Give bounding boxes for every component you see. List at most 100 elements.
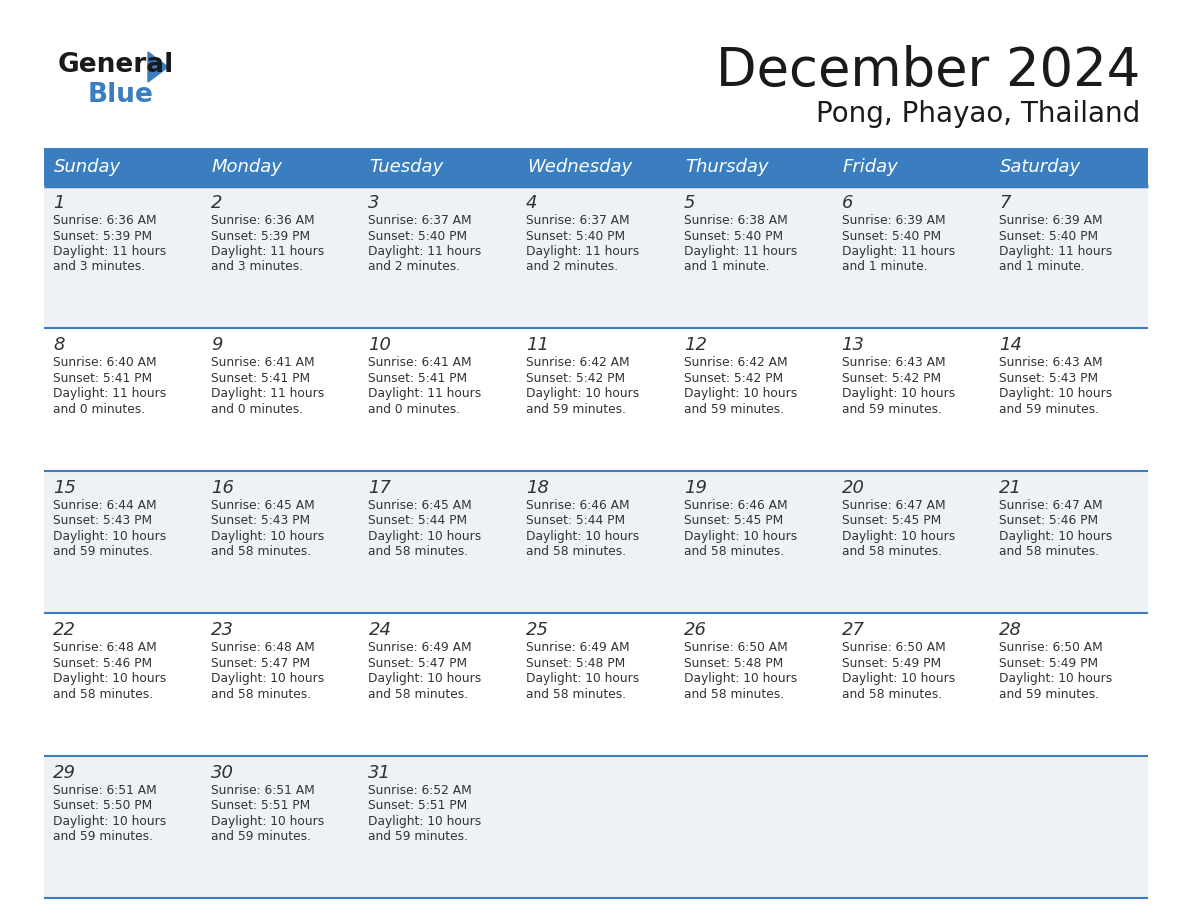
Text: Wednesday: Wednesday bbox=[527, 158, 632, 176]
Text: Sunset: 5:51 PM: Sunset: 5:51 PM bbox=[210, 799, 310, 812]
Text: Sunrise: 6:37 AM: Sunrise: 6:37 AM bbox=[526, 214, 630, 227]
Text: and 1 minute.: and 1 minute. bbox=[684, 261, 770, 274]
Text: 19: 19 bbox=[684, 479, 707, 497]
Text: Sunrise: 6:46 AM: Sunrise: 6:46 AM bbox=[684, 498, 788, 512]
Text: Sunset: 5:42 PM: Sunset: 5:42 PM bbox=[841, 372, 941, 385]
Text: and 59 minutes.: and 59 minutes. bbox=[841, 403, 942, 416]
Text: Daylight: 11 hours: Daylight: 11 hours bbox=[526, 245, 639, 258]
Text: Sunset: 5:39 PM: Sunset: 5:39 PM bbox=[53, 230, 152, 242]
Text: and 58 minutes.: and 58 minutes. bbox=[210, 688, 311, 700]
Text: December 2024: December 2024 bbox=[715, 45, 1140, 97]
Text: and 0 minutes.: and 0 minutes. bbox=[210, 403, 303, 416]
Text: Daylight: 11 hours: Daylight: 11 hours bbox=[368, 245, 481, 258]
Text: Daylight: 10 hours: Daylight: 10 hours bbox=[841, 672, 955, 685]
Text: 10: 10 bbox=[368, 336, 391, 354]
Text: Daylight: 10 hours: Daylight: 10 hours bbox=[526, 530, 639, 543]
Text: Daylight: 10 hours: Daylight: 10 hours bbox=[210, 530, 324, 543]
Text: Blue: Blue bbox=[88, 82, 154, 108]
Text: and 59 minutes.: and 59 minutes. bbox=[999, 688, 1099, 700]
Text: 13: 13 bbox=[841, 336, 865, 354]
Text: Daylight: 10 hours: Daylight: 10 hours bbox=[841, 387, 955, 400]
Text: and 2 minutes.: and 2 minutes. bbox=[526, 261, 618, 274]
Text: 9: 9 bbox=[210, 336, 222, 354]
Bar bbox=[44, 471, 1148, 613]
Text: Sunset: 5:42 PM: Sunset: 5:42 PM bbox=[526, 372, 625, 385]
Text: and 58 minutes.: and 58 minutes. bbox=[999, 545, 1099, 558]
Bar bbox=[991, 148, 1148, 186]
Text: Sunset: 5:46 PM: Sunset: 5:46 PM bbox=[53, 656, 152, 670]
Text: Daylight: 10 hours: Daylight: 10 hours bbox=[368, 530, 481, 543]
Text: 2: 2 bbox=[210, 194, 222, 212]
Bar bbox=[675, 148, 833, 186]
Text: Sunrise: 6:36 AM: Sunrise: 6:36 AM bbox=[210, 214, 315, 227]
Text: Daylight: 11 hours: Daylight: 11 hours bbox=[684, 245, 797, 258]
Text: Sunrise: 6:39 AM: Sunrise: 6:39 AM bbox=[841, 214, 946, 227]
Text: 23: 23 bbox=[210, 621, 234, 639]
Text: Daylight: 11 hours: Daylight: 11 hours bbox=[210, 245, 324, 258]
Text: Sunrise: 6:47 AM: Sunrise: 6:47 AM bbox=[841, 498, 946, 512]
Text: Sunset: 5:45 PM: Sunset: 5:45 PM bbox=[684, 514, 783, 527]
Text: Daylight: 10 hours: Daylight: 10 hours bbox=[999, 387, 1112, 400]
Text: Daylight: 10 hours: Daylight: 10 hours bbox=[999, 672, 1112, 685]
Text: 14: 14 bbox=[999, 336, 1023, 354]
Text: Sunset: 5:49 PM: Sunset: 5:49 PM bbox=[999, 656, 1099, 670]
Text: Sunset: 5:39 PM: Sunset: 5:39 PM bbox=[210, 230, 310, 242]
Text: Tuesday: Tuesday bbox=[369, 158, 443, 176]
Text: Sunset: 5:42 PM: Sunset: 5:42 PM bbox=[684, 372, 783, 385]
Text: 15: 15 bbox=[53, 479, 76, 497]
Text: General: General bbox=[58, 52, 175, 78]
Bar bbox=[44, 756, 1148, 898]
Text: Sunset: 5:41 PM: Sunset: 5:41 PM bbox=[210, 372, 310, 385]
Text: 8: 8 bbox=[53, 336, 64, 354]
Text: 26: 26 bbox=[684, 621, 707, 639]
Text: Sunset: 5:47 PM: Sunset: 5:47 PM bbox=[210, 656, 310, 670]
Text: Daylight: 10 hours: Daylight: 10 hours bbox=[684, 672, 797, 685]
Text: Friday: Friday bbox=[842, 158, 898, 176]
Text: Sunrise: 6:50 AM: Sunrise: 6:50 AM bbox=[841, 641, 946, 655]
Text: Sunset: 5:49 PM: Sunset: 5:49 PM bbox=[841, 656, 941, 670]
Text: Sunrise: 6:38 AM: Sunrise: 6:38 AM bbox=[684, 214, 788, 227]
Text: Thursday: Thursday bbox=[684, 158, 769, 176]
Text: Sunset: 5:41 PM: Sunset: 5:41 PM bbox=[368, 372, 468, 385]
Text: 31: 31 bbox=[368, 764, 391, 781]
Text: and 59 minutes.: and 59 minutes. bbox=[684, 403, 784, 416]
Text: Sunrise: 6:50 AM: Sunrise: 6:50 AM bbox=[999, 641, 1102, 655]
Text: Sunset: 5:48 PM: Sunset: 5:48 PM bbox=[526, 656, 625, 670]
Text: 12: 12 bbox=[684, 336, 707, 354]
Text: and 58 minutes.: and 58 minutes. bbox=[841, 545, 942, 558]
Text: 22: 22 bbox=[53, 621, 76, 639]
Text: and 1 minute.: and 1 minute. bbox=[999, 261, 1085, 274]
Text: 27: 27 bbox=[841, 621, 865, 639]
Text: Pong, Phayao, Thailand: Pong, Phayao, Thailand bbox=[816, 100, 1140, 128]
Text: Daylight: 10 hours: Daylight: 10 hours bbox=[841, 530, 955, 543]
Bar bbox=[517, 148, 675, 186]
Text: Daylight: 10 hours: Daylight: 10 hours bbox=[526, 672, 639, 685]
Text: and 58 minutes.: and 58 minutes. bbox=[368, 545, 468, 558]
Text: and 58 minutes.: and 58 minutes. bbox=[526, 688, 626, 700]
Text: Sunrise: 6:40 AM: Sunrise: 6:40 AM bbox=[53, 356, 157, 369]
Text: Sunset: 5:43 PM: Sunset: 5:43 PM bbox=[999, 372, 1099, 385]
Text: Sunrise: 6:44 AM: Sunrise: 6:44 AM bbox=[53, 498, 157, 512]
Text: 18: 18 bbox=[526, 479, 549, 497]
Text: Sunrise: 6:43 AM: Sunrise: 6:43 AM bbox=[841, 356, 946, 369]
Text: 24: 24 bbox=[368, 621, 391, 639]
Text: Sunset: 5:45 PM: Sunset: 5:45 PM bbox=[841, 514, 941, 527]
Text: and 59 minutes.: and 59 minutes. bbox=[53, 545, 153, 558]
Text: Sunrise: 6:43 AM: Sunrise: 6:43 AM bbox=[999, 356, 1102, 369]
Text: Sunset: 5:46 PM: Sunset: 5:46 PM bbox=[999, 514, 1099, 527]
Bar bbox=[44, 329, 1148, 471]
Text: and 1 minute.: and 1 minute. bbox=[841, 261, 927, 274]
Text: Daylight: 10 hours: Daylight: 10 hours bbox=[999, 530, 1112, 543]
Text: Daylight: 11 hours: Daylight: 11 hours bbox=[210, 387, 324, 400]
Text: 16: 16 bbox=[210, 479, 234, 497]
Text: Sunset: 5:40 PM: Sunset: 5:40 PM bbox=[841, 230, 941, 242]
Text: Saturday: Saturday bbox=[1000, 158, 1081, 176]
Text: and 0 minutes.: and 0 minutes. bbox=[53, 403, 145, 416]
Text: and 3 minutes.: and 3 minutes. bbox=[53, 261, 145, 274]
Text: Daylight: 10 hours: Daylight: 10 hours bbox=[368, 672, 481, 685]
Text: Sunrise: 6:52 AM: Sunrise: 6:52 AM bbox=[368, 784, 472, 797]
Text: Sunrise: 6:42 AM: Sunrise: 6:42 AM bbox=[526, 356, 630, 369]
Text: Daylight: 10 hours: Daylight: 10 hours bbox=[368, 814, 481, 828]
Text: Sunrise: 6:49 AM: Sunrise: 6:49 AM bbox=[368, 641, 472, 655]
Text: 5: 5 bbox=[684, 194, 695, 212]
